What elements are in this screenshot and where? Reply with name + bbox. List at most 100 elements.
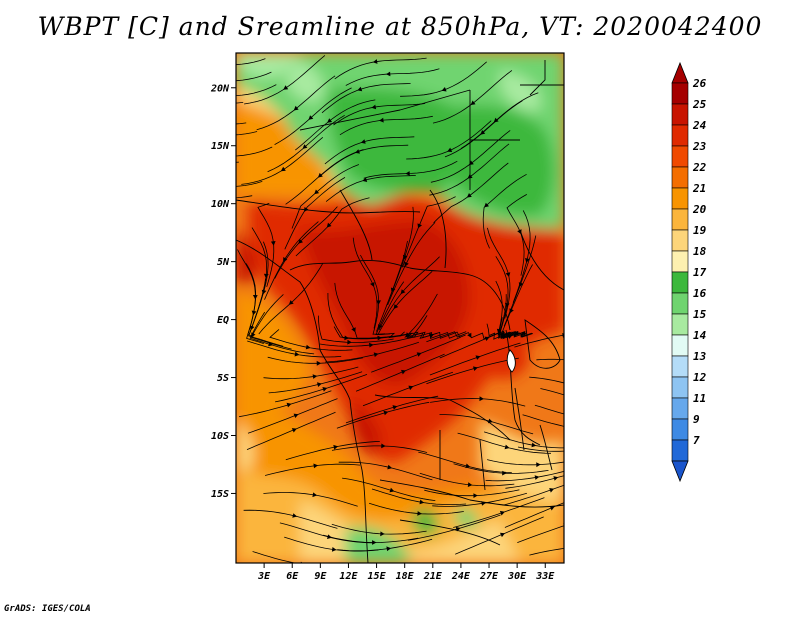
- colorbar-top-arrow: [671, 61, 689, 84]
- streamline: [368, 502, 464, 515]
- streamline: [457, 432, 552, 454]
- colorbar-swatch: [671, 82, 689, 105]
- streamline: [263, 366, 359, 380]
- streamline: [285, 441, 380, 461]
- streamline-arrow: [400, 289, 406, 295]
- country-boundaries: [236, 60, 564, 563]
- streamline: [398, 331, 467, 340]
- colorbar-label: 16: [693, 287, 707, 300]
- streamline-arrow: [525, 258, 530, 263]
- streamline: [401, 196, 456, 268]
- streamline-arrow: [385, 71, 391, 77]
- streamline-arrow: [192, 124, 197, 129]
- streamline-arrow: [419, 499, 425, 505]
- streamline-arrow: [327, 118, 333, 123]
- streamline-arrow: [376, 300, 381, 305]
- streamline-arrow: [377, 335, 382, 341]
- streamline: [363, 160, 458, 179]
- lat-tick-label: 20N: [210, 83, 230, 94]
- streamline: [324, 136, 415, 165]
- colorbar: 26 25 24 23 22 21 20 19 18 17 16 15 14 13 12 11 9 7: [671, 61, 707, 483]
- streamline: [248, 278, 284, 347]
- streamline: [249, 311, 315, 355]
- streamline-arrow: [504, 444, 510, 450]
- streamline-arrow: [585, 360, 590, 365]
- streamline: [342, 477, 436, 501]
- colorbar-swatch: [671, 166, 689, 189]
- wbpt-field: [236, 53, 564, 563]
- colorbar-label: 18: [693, 245, 707, 258]
- streamline: [236, 161, 239, 163]
- streamline-arrow: [317, 382, 322, 387]
- lat-tick-label: 5N: [217, 257, 230, 268]
- colorbar-swatch: [671, 229, 689, 252]
- lat-tick-label: 10S: [211, 431, 229, 442]
- streamline-arrow: [312, 374, 318, 379]
- streamline-arrow: [283, 257, 288, 262]
- streamline-arrow: [331, 547, 337, 552]
- lon-tick-label: 24E: [451, 571, 471, 582]
- streamline-arrow: [251, 310, 257, 316]
- credit-label: GrADS: IGES/COLA: [4, 604, 91, 614]
- streamline: [325, 341, 420, 363]
- streamline-arrow: [270, 241, 276, 246]
- streamline-arrow: [441, 87, 447, 92]
- streamline: [453, 463, 549, 474]
- streamline: [522, 414, 564, 427]
- colorbar-label: 7: [693, 434, 700, 447]
- streamline: [274, 87, 352, 145]
- streamline-arrow: [473, 493, 478, 498]
- streamline-arrow: [185, 164, 190, 169]
- streamline: [295, 197, 370, 257]
- streamline: [517, 446, 564, 452]
- streamline-arrow: [286, 402, 292, 408]
- streamline-arrow: [381, 443, 386, 449]
- streamline: [534, 404, 564, 415]
- streamline-arrow: [355, 149, 360, 154]
- streamline-arrow: [190, 104, 195, 109]
- colorbar-label: 15: [693, 308, 707, 321]
- streamline-arrow: [283, 85, 289, 90]
- streamline-arrow: [373, 352, 379, 358]
- streamline: [319, 144, 409, 177]
- streamline: [371, 488, 467, 505]
- streamline: [430, 398, 526, 407]
- streamline: [429, 143, 510, 196]
- streamline-arrow: [416, 352, 422, 357]
- streamline-arrow: [578, 544, 583, 549]
- streamline-arrow: [390, 287, 396, 293]
- streamline-arrow: [305, 344, 311, 350]
- streamline-arrow: [447, 147, 453, 152]
- streamline-arrow: [347, 339, 352, 345]
- streamline-arrow: [393, 304, 399, 309]
- lat-tick-label: EQ: [217, 315, 229, 326]
- streamline-arrow: [480, 130, 486, 135]
- colorbar-swatch: [671, 313, 689, 336]
- streamline-arrow: [370, 282, 375, 287]
- streamline-arrow: [371, 104, 377, 110]
- colorbar-label: 14: [693, 329, 707, 342]
- streamline: [318, 315, 394, 343]
- lat-tick-label: 15N: [211, 141, 230, 152]
- streamline-arrow: [417, 511, 422, 516]
- streamline: [352, 237, 378, 329]
- streamline: [506, 194, 527, 276]
- colorbar-swatch: [671, 334, 689, 357]
- streamline-arrow: [351, 327, 356, 333]
- streamline-arrow: [466, 193, 472, 198]
- streamline-arrow: [333, 444, 339, 450]
- streamline-arrow: [212, 63, 216, 68]
- streamline-arrow: [288, 300, 294, 305]
- streamline-arrow: [316, 360, 322, 366]
- streamline-arrow: [570, 425, 575, 430]
- colorbar-label: 23: [692, 140, 707, 153]
- streamline-arrow: [417, 223, 422, 229]
- streamline-arrow: [582, 416, 587, 421]
- streamline: [419, 472, 515, 487]
- streamline-arrow: [549, 506, 555, 511]
- streamline-arrow: [587, 400, 592, 405]
- colorbar-label: 17: [693, 266, 707, 279]
- streamline: [284, 177, 346, 250]
- map-frame: [235, 52, 565, 564]
- streamline-arrow: [314, 189, 320, 195]
